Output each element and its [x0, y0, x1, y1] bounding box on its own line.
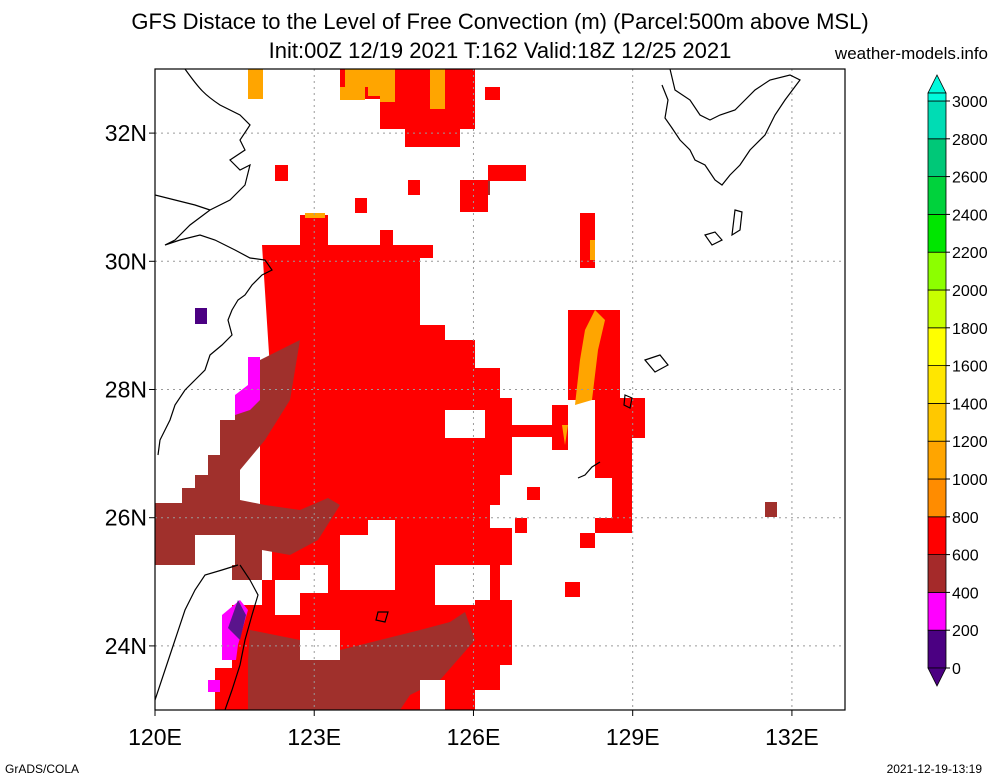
- island-a: [704, 231, 723, 246]
- gridlines: [155, 69, 845, 710]
- chart-subtitle: Init:00Z 12/19 2021 T:162 Valid:18Z 12/2…: [268, 38, 732, 63]
- x-tick-label: 129E: [606, 724, 660, 750]
- colorbar-label: 400: [952, 585, 979, 602]
- colorbar-label: 2800: [952, 132, 988, 149]
- colorbar-label: 0: [952, 661, 961, 678]
- colorbar-label: 1400: [952, 396, 988, 413]
- field-brown-region: [155, 180, 490, 710]
- y-tick-label: 30N: [105, 248, 147, 274]
- colorbar-swatch: [927, 629, 947, 669]
- x-axis: 120E 123E 126E 129E 132E: [128, 710, 819, 750]
- colorbar-swatch: [927, 251, 947, 291]
- y-tick-label: 28N: [105, 377, 147, 403]
- footer-timestamp: 2021-12-19-13:19: [886, 762, 982, 776]
- x-tick-label: 126E: [447, 724, 501, 750]
- colorbar-over-arrow: [927, 74, 947, 94]
- colorbar-swatch: [927, 478, 947, 518]
- colorbar-swatch: [927, 327, 947, 366]
- colorbar-swatch: [927, 402, 947, 442]
- colorbar-label: 2400: [952, 207, 988, 224]
- x-tick-label: 132E: [765, 724, 819, 750]
- footer-credit: GrADS/COLA: [5, 762, 80, 776]
- y-tick-label: 26N: [105, 505, 147, 531]
- colorbar-label: 600: [952, 548, 979, 565]
- colorbar-under-arrow: [927, 667, 947, 687]
- chart-title: GFS Distace to the Level of Free Convect…: [131, 9, 869, 34]
- x-tick-label: 123E: [287, 724, 341, 750]
- y-tick-label: 24N: [105, 633, 147, 659]
- field-holes: [195, 410, 490, 710]
- colorbar: 0 200 400 600 800 1000 1200 1400 1600 1800 2000 220…: [927, 74, 988, 687]
- colorbar-swatch: [927, 554, 947, 593]
- colorbar-swatch: [927, 176, 947, 215]
- colorbar-swatch: [927, 213, 947, 253]
- colorbar-label: 1200: [952, 434, 988, 451]
- colorbar-label: 1600: [952, 359, 988, 376]
- coastlines: [155, 69, 801, 710]
- island-c: [643, 354, 669, 373]
- colorbar-label: 2000: [952, 283, 988, 300]
- okinawa-island: [577, 461, 601, 479]
- colorbar-label: 800: [952, 510, 979, 527]
- site-label: weather-models.info: [834, 44, 988, 63]
- colorbar-label: 1800: [952, 321, 988, 338]
- island-e: [375, 611, 389, 623]
- field-low-patches: [195, 308, 777, 692]
- x-tick-label: 120E: [128, 724, 182, 750]
- colorbar-swatch: [927, 365, 947, 404]
- colorbar-label: 200: [952, 623, 979, 640]
- colorbar-swatch: [927, 92, 947, 102]
- y-axis: 24N 26N 28N 30N 32N: [105, 120, 155, 659]
- colorbar-swatch: [927, 289, 947, 329]
- colorbar-label: 3000: [952, 94, 988, 111]
- colorbar-label: 1000: [952, 472, 988, 489]
- y-tick-label: 32N: [105, 120, 147, 146]
- island-b: [731, 209, 743, 237]
- colorbar-swatch: [927, 516, 947, 555]
- colorbar-label: 2200: [952, 245, 988, 262]
- shanghai-coast: [155, 194, 211, 211]
- taiwan-coast: [155, 564, 259, 710]
- field-shading: [155, 69, 777, 710]
- kyushu-coast: [661, 69, 801, 186]
- colorbar-swatch: [927, 100, 947, 140]
- colorbar-swatch: [927, 138, 947, 178]
- field-orange-patches: [248, 69, 605, 445]
- colorbar-swatch: [927, 592, 947, 631]
- china-coast: [157, 69, 273, 456]
- colorbar-label: 2600: [952, 170, 988, 187]
- island-d: [623, 394, 633, 409]
- colorbar-swatch: [927, 440, 947, 480]
